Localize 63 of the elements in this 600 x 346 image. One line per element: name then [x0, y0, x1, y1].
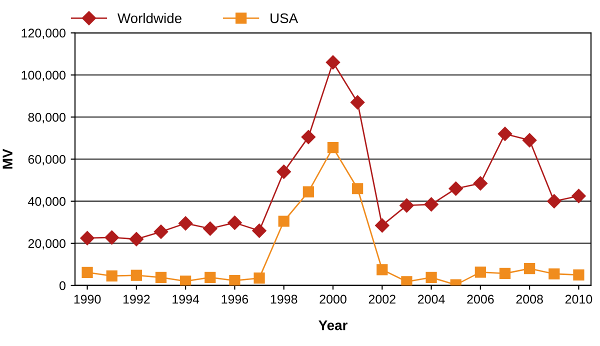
point — [178, 216, 193, 230]
x-axis-title: Year — [318, 320, 348, 330]
point — [180, 276, 192, 286]
point — [400, 198, 414, 213]
point — [524, 263, 536, 274]
point — [326, 55, 340, 70]
point — [327, 142, 339, 154]
point — [155, 272, 167, 284]
y-tick-label: 0 — [60, 281, 66, 290]
point — [401, 276, 412, 286]
x-tick-label: 2006 — [467, 294, 494, 304]
point — [204, 272, 216, 284]
x-tick-label: 2000 — [320, 294, 346, 304]
point — [106, 270, 118, 282]
legend-label: USA — [270, 13, 298, 24]
x-tick-label: 1996 — [222, 294, 248, 304]
x-tick-label: 1994 — [172, 294, 200, 304]
x-tick-label: 1998 — [270, 294, 298, 304]
x-tick-label: 2010 — [565, 294, 592, 304]
y-tick-label: 120,000 — [22, 28, 66, 39]
point — [350, 95, 365, 110]
point — [572, 188, 586, 204]
legend-label: Worldwide — [118, 12, 182, 24]
point — [301, 130, 316, 144]
x-tick-label: 2002 — [368, 294, 396, 304]
point — [154, 224, 168, 239]
y-tick-label: 40,000 — [28, 197, 66, 208]
point — [352, 183, 364, 194]
point — [302, 186, 314, 198]
point — [426, 272, 437, 284]
point — [473, 176, 488, 190]
point — [252, 224, 266, 238]
point — [573, 269, 584, 280]
point — [129, 232, 144, 246]
y-axis-title: MV — [2, 148, 12, 169]
point — [424, 197, 438, 212]
y-tick-label: 100,000 — [22, 70, 66, 82]
point — [276, 164, 291, 179]
point — [254, 272, 265, 284]
point — [375, 218, 390, 233]
point — [548, 268, 560, 280]
point — [228, 216, 242, 230]
point — [203, 222, 218, 236]
point — [448, 182, 463, 196]
point — [522, 133, 537, 148]
y-tick-label: 20,000 — [28, 239, 66, 250]
point — [130, 270, 142, 281]
point — [376, 264, 388, 276]
point — [498, 126, 512, 141]
y-tick-label: 80,000 — [28, 112, 66, 124]
x-tick-label: 2004 — [418, 294, 445, 304]
point — [82, 266, 93, 278]
point — [547, 194, 562, 208]
point — [229, 275, 240, 286]
x-tick-label: 1990 — [74, 294, 101, 304]
point — [278, 216, 290, 227]
x-tick-label: 1992 — [123, 294, 150, 304]
point — [80, 231, 94, 246]
point — [474, 266, 486, 278]
point — [104, 230, 119, 245]
x-tick-label: 2008 — [516, 294, 543, 304]
point — [499, 268, 511, 280]
y-tick-label: 60,000 — [28, 154, 66, 166]
